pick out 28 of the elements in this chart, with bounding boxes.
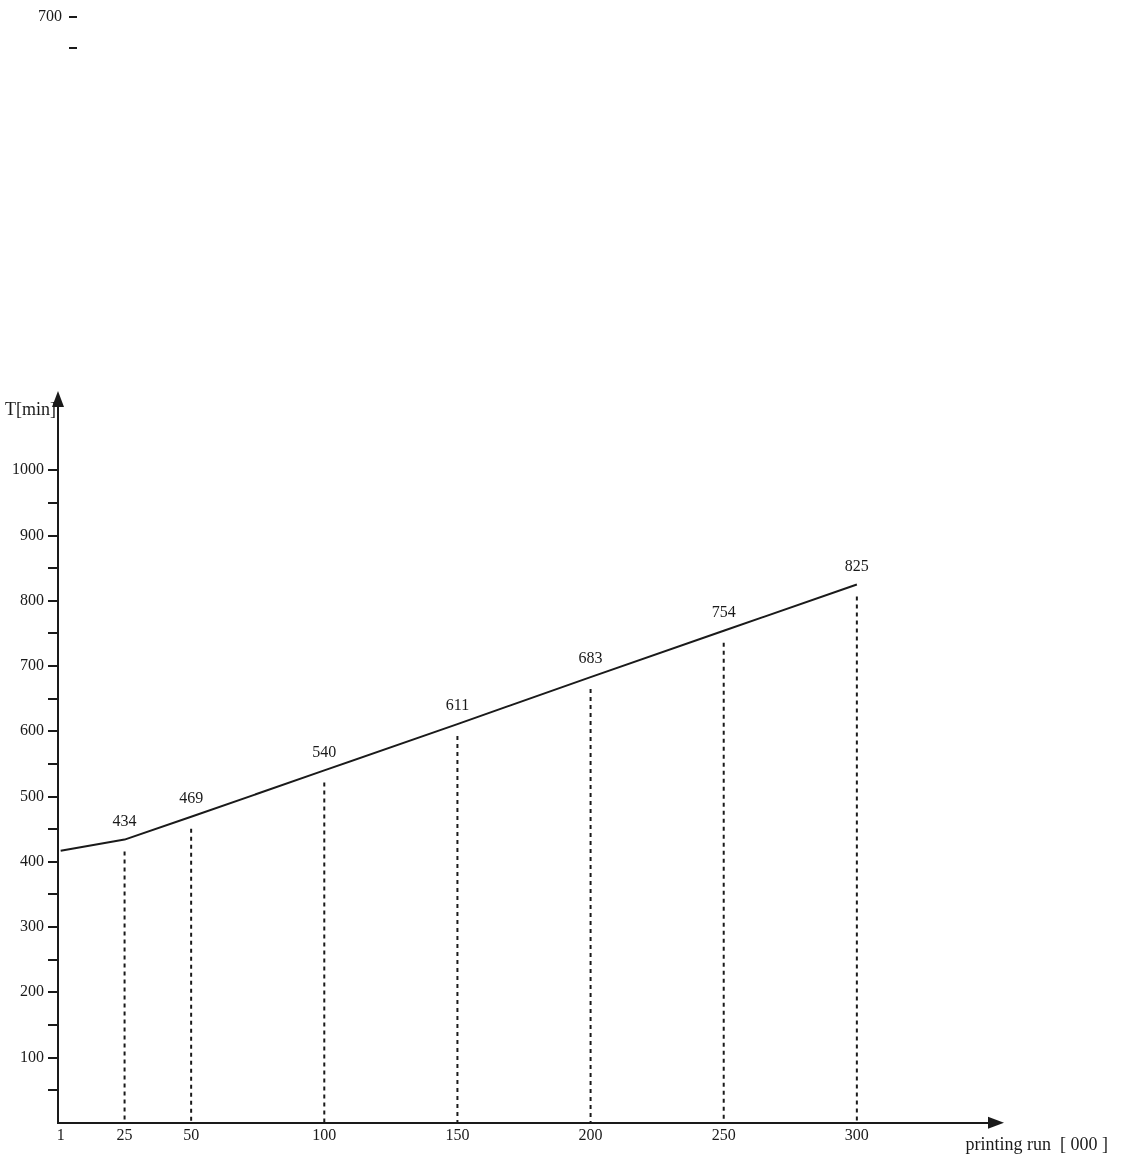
text: 700 xyxy=(38,7,62,25)
data-label: 825 xyxy=(844,556,869,574)
x-tick-label: 100 xyxy=(312,1125,337,1143)
y-tick-label: 300 xyxy=(20,917,44,935)
data-label: 754 xyxy=(711,602,736,620)
y-tick-label: 700 xyxy=(20,656,44,674)
x-tick-label: 50 xyxy=(183,1125,200,1143)
x-tick-label: 250 xyxy=(711,1125,736,1143)
x-tick-label: 200 xyxy=(578,1125,603,1143)
x-tick-label: 1 xyxy=(56,1125,65,1143)
y-tick-label: 600 xyxy=(20,721,44,739)
data-label: 540 xyxy=(312,742,337,760)
x-tick-label: 150 xyxy=(445,1125,470,1143)
y-tick-label: 200 xyxy=(20,982,44,1000)
x-axis-title: printing run [ 000 ] xyxy=(965,1133,1108,1154)
data-label: 611 xyxy=(445,696,470,714)
y-tick-label: 500 xyxy=(20,786,44,804)
y-tick-label: 800 xyxy=(20,590,44,608)
x-tick-label: 300 xyxy=(844,1125,869,1143)
data-label: 683 xyxy=(578,649,603,667)
data-label: 434 xyxy=(112,811,137,829)
y-tick-label: 1000 xyxy=(12,460,44,478)
y-tick-label: 900 xyxy=(20,525,44,543)
y-axis-title: T[min] xyxy=(5,398,56,419)
x-tick-label: 25 xyxy=(116,1125,133,1143)
data-label: 469 xyxy=(179,788,204,806)
y-tick-label: 400 xyxy=(20,851,44,869)
y-tick-label: 100 xyxy=(20,1047,44,1065)
